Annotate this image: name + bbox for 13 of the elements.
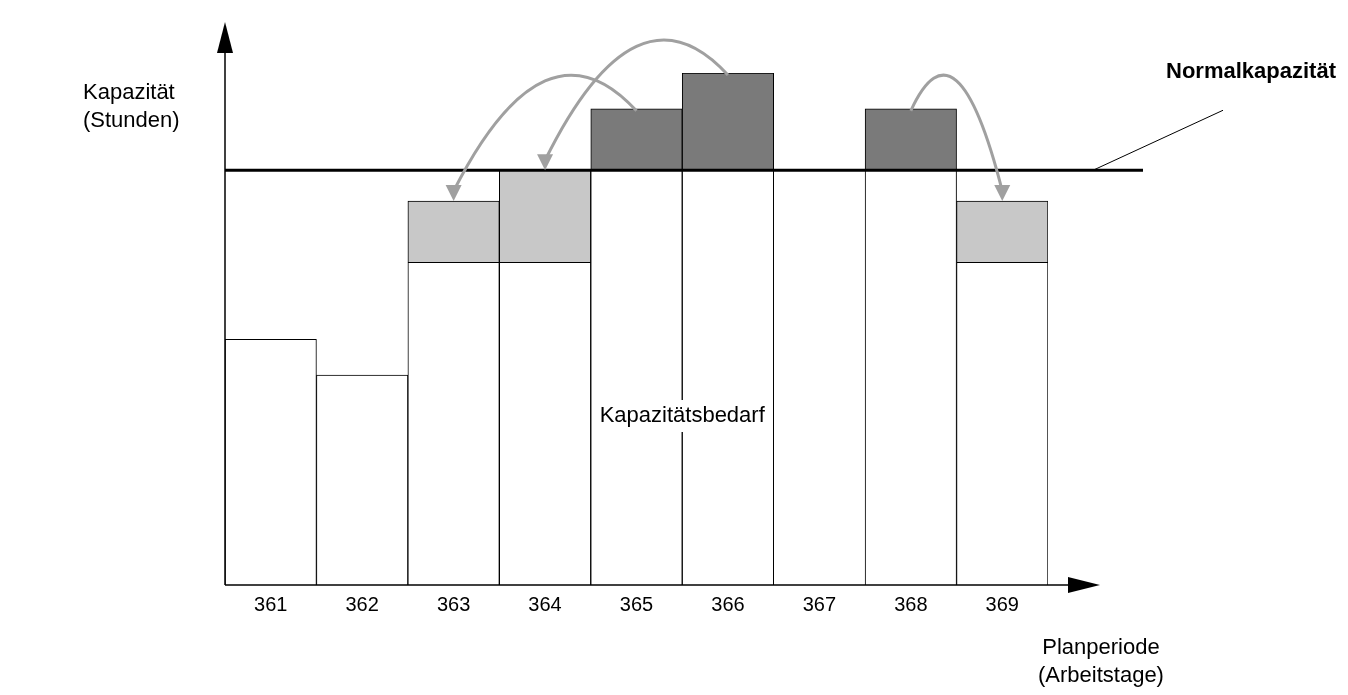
x-tick-label: 363 bbox=[436, 592, 471, 615]
x-tick-label: 365 bbox=[619, 592, 654, 615]
x-tick-label: 361 bbox=[254, 592, 288, 615]
annotation: Kapazitätsbedarf bbox=[599, 402, 766, 428]
x-tick-label: 362 bbox=[345, 592, 379, 615]
x-tick-label: 367 bbox=[802, 592, 837, 615]
y-axis-title: Kapazität (Stunden) bbox=[83, 78, 180, 134]
x-tick-label: 364 bbox=[528, 592, 562, 615]
x-tick-label: 369 bbox=[985, 592, 1019, 615]
x-tick-label: 368 bbox=[894, 592, 928, 615]
x-axis-title: Planperiode (Arbeitstage) bbox=[1038, 633, 1164, 689]
ref-line-label: Normalkapazität bbox=[1166, 58, 1337, 84]
x-tick-label: 366 bbox=[711, 592, 745, 615]
